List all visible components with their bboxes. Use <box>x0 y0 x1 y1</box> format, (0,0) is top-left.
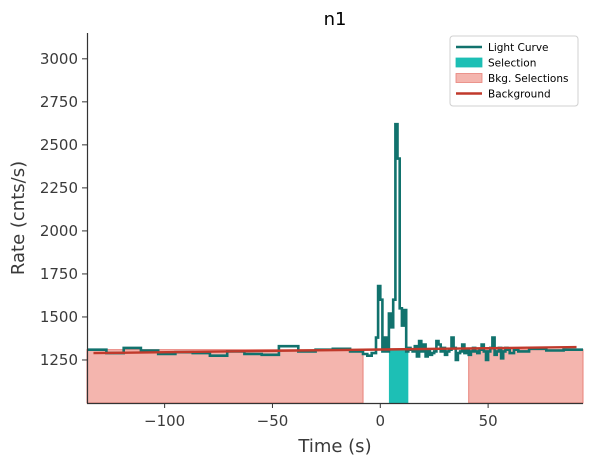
legend-label-1: Selection <box>488 57 536 69</box>
y-tick-label: 1250 <box>40 351 78 369</box>
chart-title: n1 <box>324 9 347 30</box>
y-tick-label: 2250 <box>40 179 78 197</box>
x-tick-label: 50 <box>479 412 498 430</box>
legend-label-0: Light Curve <box>488 42 549 54</box>
bkg-selections <box>86 349 584 404</box>
legend-swatch-1 <box>455 57 483 68</box>
light-curve-line <box>87 122 583 362</box>
legend: Light Curve Selection Bkg. Selections Backg… <box>449 35 579 107</box>
light-curve-series <box>87 122 583 362</box>
legend-label-2: Bkg. Selections <box>488 73 568 85</box>
y-axis-label: Rate (cnts/s) <box>8 161 29 275</box>
x-tick-label: −50 <box>257 412 289 430</box>
y-tick-label: 2750 <box>40 93 78 111</box>
selection-band <box>388 349 409 403</box>
y-tick-label: 2000 <box>40 222 78 240</box>
y-tick-label: 1500 <box>40 308 78 326</box>
x-tick-label: −100 <box>144 412 185 430</box>
x-axis-label: Time (s) <box>297 436 371 457</box>
x-ticks: −100 −50 0 50 <box>144 403 498 430</box>
background-series <box>93 345 577 355</box>
legend-label-3: Background <box>488 88 551 100</box>
legend-frame <box>449 35 579 107</box>
y-ticks: 1250 1500 1750 2000 2250 2500 2750 3000 <box>40 50 87 369</box>
y-tick-label: 3000 <box>40 50 78 68</box>
y-tick-label: 1750 <box>40 265 78 283</box>
bkg-selection-0 <box>86 349 364 404</box>
y-tick-label: 2500 <box>40 136 78 154</box>
x-tick-label: 0 <box>376 412 386 430</box>
legend-swatch-2 <box>455 73 483 83</box>
selection-region <box>388 349 409 403</box>
background-line <box>93 345 577 355</box>
